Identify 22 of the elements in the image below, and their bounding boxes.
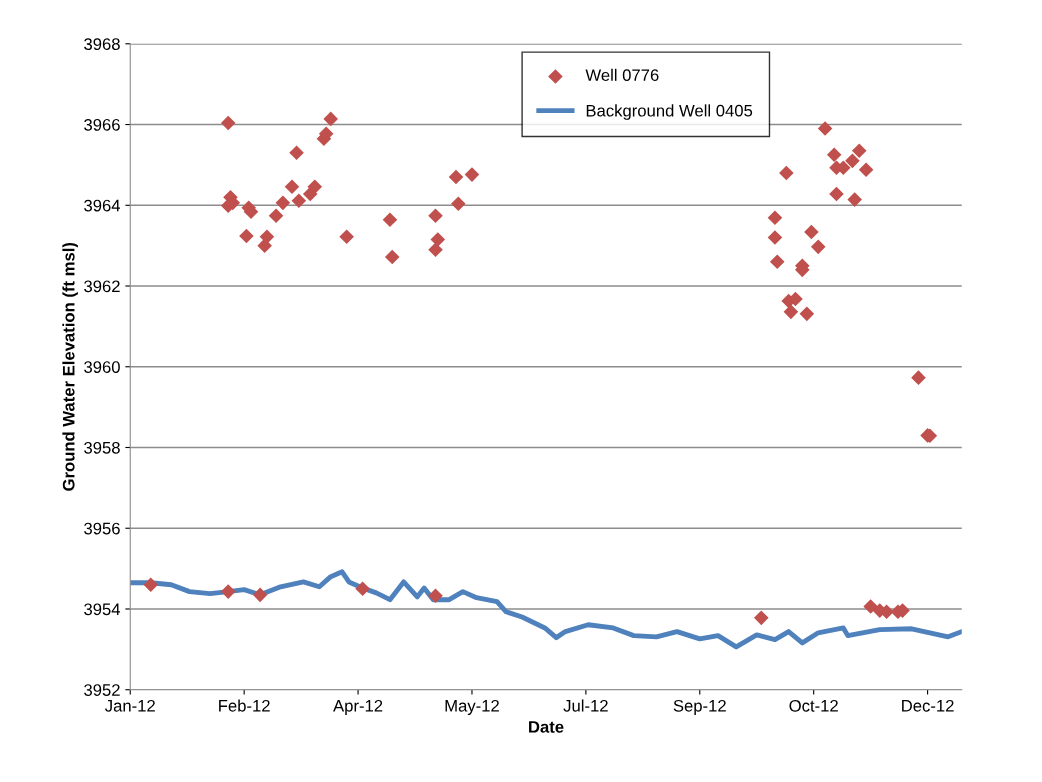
x-tick-label: Apr-12 <box>333 699 383 715</box>
y-tick-label: 3962 <box>84 280 120 293</box>
x-axis-title: Date <box>529 721 564 733</box>
y-tick-label: 3968 <box>84 38 120 50</box>
line-series <box>130 569 962 650</box>
x-tick-label: Jul-12 <box>563 699 608 712</box>
y-tick-label: 3966 <box>84 118 120 131</box>
y-tick-label: 3964 <box>84 199 121 212</box>
x-tick-label: Sep-12 <box>673 699 726 715</box>
y-tick-label: 3952 <box>84 684 120 696</box>
x-tick-label: Dec-12 <box>902 699 954 712</box>
y-tick-label: 3954 <box>84 603 121 616</box>
x-tick-label: Oct-12 <box>789 699 838 712</box>
y-tick-label: 3956 <box>84 522 120 535</box>
x-tick-label: Jan-12 <box>105 699 155 712</box>
y-axis-title: Ground Water Elevation (ft msl) <box>62 242 78 491</box>
x-tick-label: May-12 <box>445 699 499 715</box>
y-tick-label: 3958 <box>84 441 120 454</box>
legend-label: Well 0776 <box>585 68 659 82</box>
legend-label: Background Well 0405 <box>586 104 753 120</box>
x-tick-label: Feb-12 <box>219 699 270 712</box>
y-tick-label: 3960 <box>84 361 120 373</box>
